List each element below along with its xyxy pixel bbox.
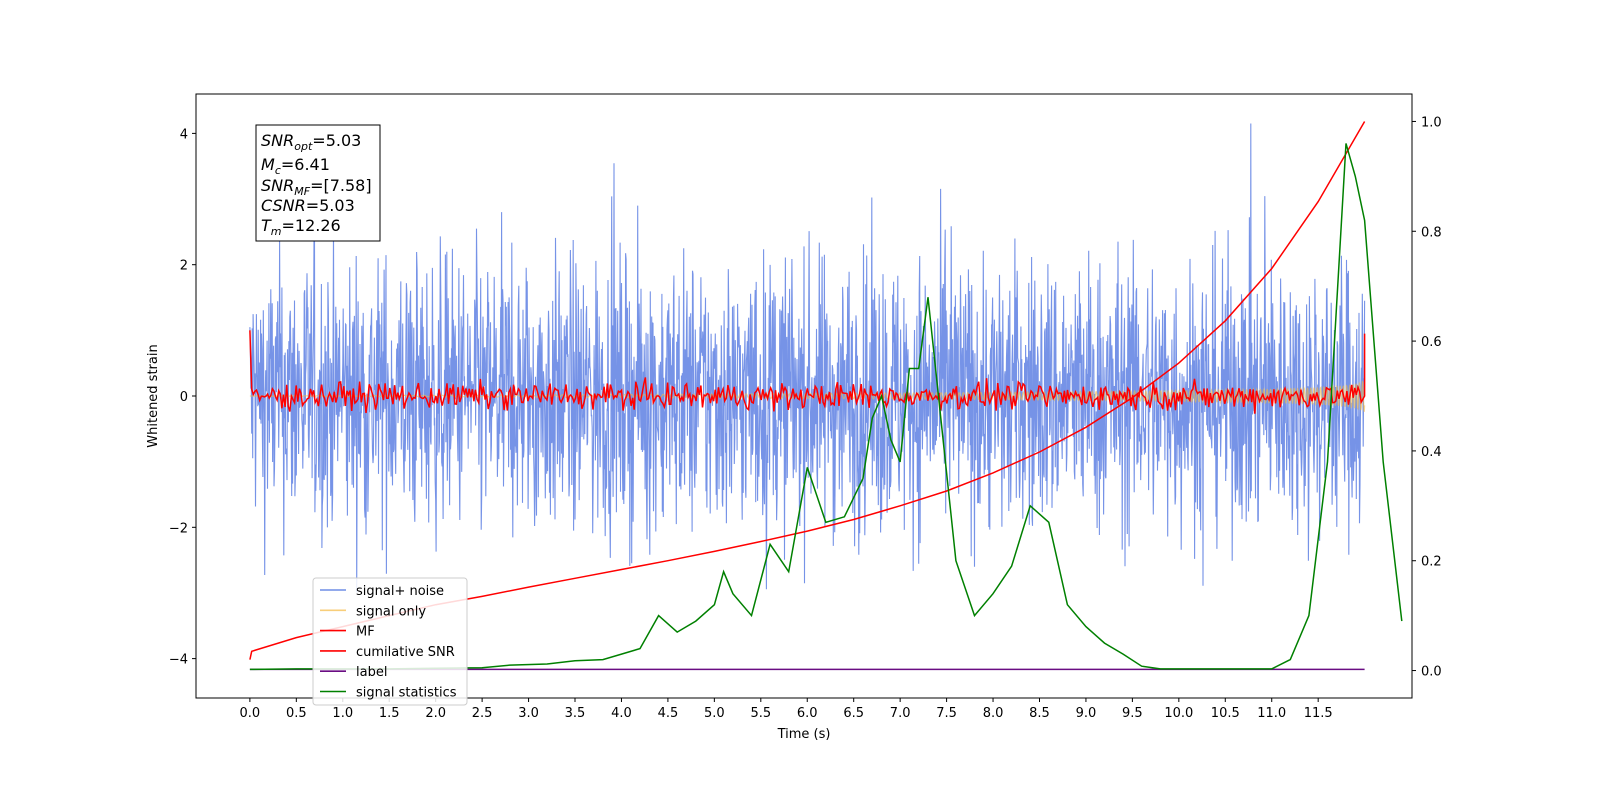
y-axis-title: Whitened strain (146, 344, 161, 447)
legend-label: signal+ noise (356, 584, 444, 599)
x-tick-label: 5.5 (750, 706, 771, 721)
x-axis-title: Time (s) (777, 727, 831, 742)
x-tick-label: 8.0 (983, 706, 1004, 721)
legend-label: signal statistics (356, 686, 457, 701)
x-tick-label: 0.0 (240, 706, 261, 721)
x-tick-label: 10.5 (1211, 706, 1240, 721)
annotation-snr-opt: SNRopt=5.03 (261, 131, 361, 153)
x-tick-label: 9.5 (1122, 706, 1143, 721)
x-tick-label: 2.0 (425, 706, 446, 721)
series-signal-noise (249, 123, 1366, 593)
x-tick-label: 0.5 (286, 706, 307, 721)
ticks-layer: 0.0 0.5 1.0 1.5 2.0 2.5 3.0 3.5 4.0 4.5 5.0 5.5 6.0 6… (169, 115, 1442, 721)
legend-label: signal only (356, 604, 426, 619)
series-signal-statistics (249, 143, 1403, 671)
x-tick-label: 7.5 (936, 706, 957, 721)
y-tick-label-right: 1.0 (1421, 115, 1442, 130)
y-tick-label-left: 2 (180, 259, 188, 274)
y-tick-label-right: 0.8 (1421, 225, 1442, 240)
legend: signal+ noise signal only MF cumilative SNR… (312, 577, 468, 706)
x-tick-label: 6.0 (797, 706, 818, 721)
x-tick-label: 9.0 (1076, 706, 1097, 721)
legend-label: label (356, 665, 387, 680)
x-tick-label: 1.0 (332, 706, 353, 721)
y-tick-label-left: 0 (180, 390, 188, 405)
annotation-box: SNRopt=5.03 Mc=6.41 SNRMF=[7.58] CSNR=5.… (255, 124, 381, 242)
annotation-snr-mf: SNRMF=[7.58] (261, 176, 372, 198)
x-tick-label: 2.5 (472, 706, 493, 721)
y-tick-label-left: 4 (180, 127, 188, 142)
annotation-csnr: CSNR=5.03 (261, 196, 355, 215)
legend-label: MF (356, 625, 375, 640)
y-tick-label-right: 0.6 (1421, 335, 1442, 350)
legend-label: cumilative SNR (356, 645, 455, 660)
y-tick-label-right: 0.0 (1421, 665, 1442, 680)
series-mf (249, 330, 1366, 414)
x-tick-label: 3.0 (518, 706, 539, 721)
x-tick-label: 4.5 (658, 706, 679, 721)
x-tick-label: 7.0 (890, 706, 911, 721)
x-tick-label: 10.0 (1164, 706, 1193, 721)
x-tick-label: 5.0 (704, 706, 725, 721)
y-tick-label-right: 0.4 (1421, 445, 1442, 460)
annotation-mc: Mc=6.41 (261, 155, 330, 177)
x-tick-label: 3.5 (565, 706, 586, 721)
x-tick-label: 11.0 (1257, 706, 1286, 721)
x-tick-label: 1.5 (379, 706, 400, 721)
annotation-tm: Tm=12.26 (261, 216, 341, 238)
y-tick-label-left: −4 (169, 653, 188, 668)
y-tick-label-left: −2 (169, 521, 188, 536)
y-tick-label-right: 0.2 (1421, 555, 1442, 570)
x-tick-label: 4.0 (611, 706, 632, 721)
x-tick-label: 8.5 (1029, 706, 1050, 721)
x-tick-label: 6.5 (843, 706, 864, 721)
x-tick-label: 11.5 (1304, 706, 1333, 721)
